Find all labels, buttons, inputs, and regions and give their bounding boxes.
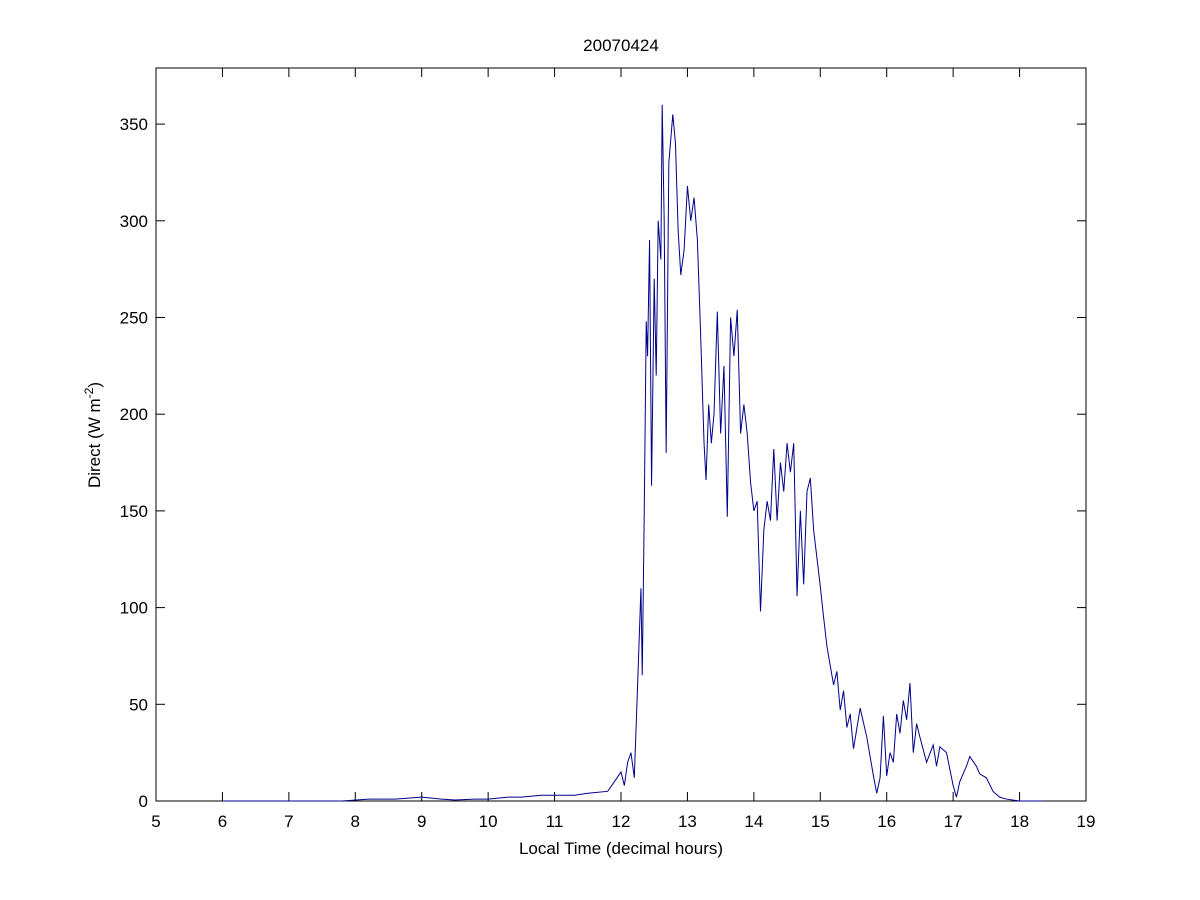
y-label-main: Direct (W m xyxy=(85,398,104,488)
y-label-sup: -2 xyxy=(82,387,96,398)
y-tick-label: 50 xyxy=(129,695,148,714)
plot-frame xyxy=(155,67,1087,802)
chart-title: 20070424 xyxy=(583,36,659,55)
x-tick-label: 5 xyxy=(151,812,160,831)
x-tick-label: 10 xyxy=(479,812,498,831)
y-tick-label: 250 xyxy=(120,308,148,327)
x-tick-label: 11 xyxy=(546,812,564,831)
y-tick-label: 100 xyxy=(120,599,148,618)
y-axis-label: Direct (W m-2) xyxy=(82,382,104,488)
x-tick-label: 19 xyxy=(1077,812,1096,831)
y-tick-label: 0 xyxy=(139,792,148,811)
x-tick-label: 6 xyxy=(218,812,227,831)
y-tick-label: 150 xyxy=(120,502,148,521)
x-tick-label: 15 xyxy=(811,812,830,831)
y-label-end: ) xyxy=(85,382,104,388)
x-tick-label: 17 xyxy=(944,812,963,831)
x-tick-label: 7 xyxy=(284,812,293,831)
x-tick-label: 14 xyxy=(744,812,763,831)
x-tick-label: 16 xyxy=(877,812,896,831)
x-tick-label: 12 xyxy=(612,812,631,831)
x-axis-label: Local Time (decimal hours) xyxy=(519,839,723,858)
x-tick-label: 13 xyxy=(678,812,697,831)
x-tick-label: 9 xyxy=(417,812,426,831)
y-tick-label: 200 xyxy=(120,405,148,424)
x-tick-label: 8 xyxy=(351,812,360,831)
y-tick-label: 350 xyxy=(120,115,148,134)
x-tick-label: 18 xyxy=(1010,812,1029,831)
y-tick-label: 300 xyxy=(120,212,148,231)
data-line xyxy=(222,104,1043,802)
